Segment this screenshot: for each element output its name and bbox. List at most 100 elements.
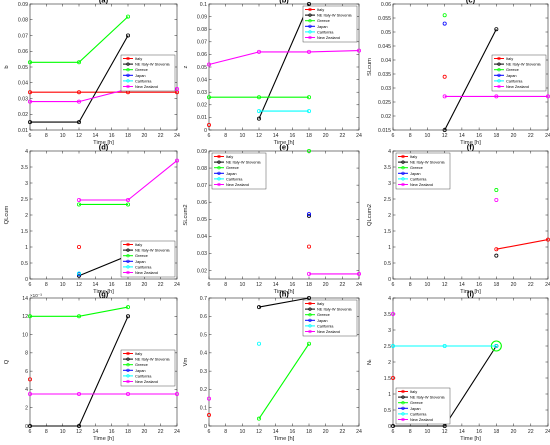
x-tick-label: 10 bbox=[60, 133, 66, 139]
x-tick-label: 18 bbox=[125, 282, 131, 288]
x-tick-label: 22 bbox=[528, 133, 534, 139]
data-point bbox=[174, 391, 179, 396]
x-tick-label: 16 bbox=[109, 429, 115, 435]
x-tick-label: 16 bbox=[476, 429, 482, 435]
data-point bbox=[494, 343, 499, 348]
data-point bbox=[390, 311, 395, 316]
chart-panel: 6 8 10 12 14 16 18 20 22 24 0 0.1 0.2 0.3 0.4 0.5 0.6 0.7… bbox=[183, 290, 362, 443]
data-point bbox=[206, 95, 211, 100]
legend-swatch-marker bbox=[308, 35, 312, 40]
data-point bbox=[494, 27, 499, 32]
series-line bbox=[258, 297, 310, 308]
legend-label: New Zealand bbox=[410, 182, 433, 187]
x-tick-label: 20 bbox=[141, 282, 147, 288]
y-tick-label: 0.02 bbox=[18, 112, 28, 118]
data-point bbox=[306, 148, 311, 153]
y-tick-label: 0.04 bbox=[197, 77, 207, 83]
x-tick-label: 8 bbox=[409, 429, 412, 435]
series-line bbox=[79, 160, 178, 201]
data-point bbox=[256, 305, 261, 310]
panel-title: (i) bbox=[467, 290, 475, 299]
y-tick-label: 10 bbox=[22, 332, 28, 338]
y-tick-label: 0.04 bbox=[197, 234, 207, 240]
legend-label: Italy bbox=[135, 242, 142, 247]
y-tick-label: 2 bbox=[25, 406, 28, 412]
data-point bbox=[356, 271, 361, 276]
legend-swatch-marker bbox=[401, 160, 405, 164]
x-tick-label: 10 bbox=[425, 282, 431, 288]
chart-panel: 6 8 10 12 14 16 18 20 22 24 0 0.5 1 1.5 2 2.5 3 3.5 4 Time … bbox=[367, 290, 550, 443]
y-tick-label: 0.4 bbox=[200, 351, 207, 357]
y-tick-label: 0.5 bbox=[200, 332, 207, 338]
legend-swatch-marker bbox=[126, 56, 130, 61]
legend-label: Greece bbox=[135, 67, 148, 72]
y-tick-label: 1.5 bbox=[21, 229, 28, 235]
y-tick-label: 1 bbox=[25, 245, 28, 251]
series-line bbox=[78, 255, 129, 277]
x-tick-label: 6 bbox=[392, 282, 395, 288]
data-point bbox=[442, 343, 447, 348]
y-tick-label: 0.09 bbox=[197, 14, 207, 20]
series-line bbox=[258, 3, 310, 119]
y-tick-label: 0.035 bbox=[378, 72, 391, 78]
y-tick-label: 0.01 bbox=[18, 128, 28, 134]
x-tick-label: 24 bbox=[545, 282, 550, 288]
data-point bbox=[77, 90, 82, 95]
data-point bbox=[126, 197, 131, 202]
x-tick-label: 22 bbox=[528, 282, 534, 288]
x-tick-label: 24 bbox=[356, 429, 362, 435]
data-point bbox=[126, 391, 131, 396]
y-tick-label: 0 bbox=[204, 128, 207, 134]
data-point bbox=[126, 314, 131, 319]
data-point bbox=[494, 197, 499, 202]
x-tick-label: 24 bbox=[174, 429, 180, 435]
x-tick-label: 24 bbox=[545, 133, 550, 139]
data-point bbox=[206, 413, 211, 418]
panel-title: (c) bbox=[466, 0, 476, 5]
y-tick-label: 0.05 bbox=[197, 65, 207, 71]
x-tick-label: 14 bbox=[459, 282, 465, 288]
legend-label: NE Italy-W Slovenia bbox=[226, 160, 261, 165]
legend-label: New Zealand bbox=[135, 270, 158, 275]
legend-swatch-marker bbox=[308, 301, 312, 306]
panel-title: (g) bbox=[99, 290, 109, 299]
x-tick-label: 16 bbox=[109, 282, 115, 288]
data-point bbox=[256, 49, 261, 54]
legend-label: California bbox=[506, 78, 523, 83]
x-tick-label: 20 bbox=[141, 429, 147, 435]
x-tick-label: 20 bbox=[323, 133, 329, 139]
y-tick-label: 14 bbox=[22, 296, 28, 302]
legend-swatch-marker bbox=[308, 318, 312, 322]
x-tick-label: 22 bbox=[339, 282, 345, 288]
y-tick-label: 2.5 bbox=[384, 344, 391, 350]
y-tick-label: 0 bbox=[25, 277, 28, 283]
x-tick-label: 24 bbox=[356, 133, 362, 139]
legend-label: Japan bbox=[226, 171, 237, 176]
y-tick-label: 2.5 bbox=[21, 197, 28, 203]
y-tick-label: 0.05 bbox=[197, 217, 207, 223]
x-tick-label: 18 bbox=[125, 133, 131, 139]
legend-swatch-marker bbox=[308, 19, 312, 23]
legend-label: Japan bbox=[135, 259, 146, 264]
x-tick-label: 18 bbox=[493, 282, 499, 288]
legend-label: Japan bbox=[506, 73, 517, 78]
y-axis-label: QLcum bbox=[4, 205, 10, 224]
legend-box bbox=[491, 54, 547, 92]
x-tick-label: 24 bbox=[174, 133, 180, 139]
series-line bbox=[393, 345, 497, 427]
x-tick-label: 16 bbox=[476, 282, 482, 288]
legend-swatch-marker bbox=[308, 30, 312, 34]
x-tick-label: 20 bbox=[141, 133, 147, 139]
chart-panel: 6 8 10 12 14 16 18 20 22 24 0.015 0.02 0.025 0.03 0.03… bbox=[367, 0, 550, 146]
x-tick-label: 22 bbox=[158, 429, 164, 435]
panel-title: (h) bbox=[279, 290, 289, 299]
data-point bbox=[494, 94, 499, 99]
legend-swatch-marker bbox=[217, 154, 221, 159]
legend-label: Italy bbox=[410, 154, 417, 159]
legend-label: California bbox=[410, 176, 427, 181]
legend-swatch-marker bbox=[308, 324, 312, 328]
legend-box bbox=[302, 299, 358, 337]
x-tick-label: 12 bbox=[76, 133, 82, 139]
x-tick-label: 18 bbox=[125, 429, 131, 435]
